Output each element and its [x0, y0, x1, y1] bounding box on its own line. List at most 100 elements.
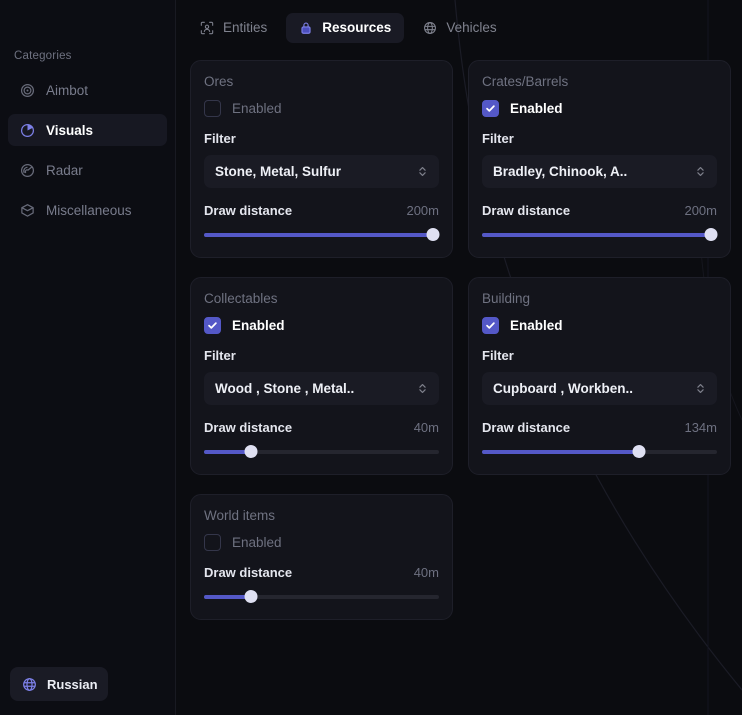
filter-label: Filter [204, 131, 236, 146]
enabled-checkbox-row[interactable]: Enabled [204, 317, 439, 334]
slider-thumb[interactable] [244, 445, 258, 458]
tab-entities[interactable]: Entities [187, 13, 280, 43]
card-title: Building [482, 291, 531, 306]
draw-distance-value: 134m [684, 420, 717, 435]
resource-card: Collectables Enabled Filter Wood , Stone… [190, 277, 453, 475]
draw-distance-value: 40m [413, 565, 439, 580]
card-title: Collectables [204, 291, 278, 306]
draw-distance-slider[interactable] [482, 445, 717, 459]
sidebar-item-label: Visuals [46, 122, 94, 138]
enabled-checkbox-row[interactable]: Enabled [482, 100, 717, 117]
sidebar: Categories Aimbot Visuals [0, 0, 176, 715]
filter-select-value: Wood , Stone , Metal.. [215, 381, 355, 396]
sidebar-item-aimbot[interactable]: Aimbot [8, 74, 167, 106]
card-title: Crates/Barrels [482, 74, 569, 89]
check-icon [486, 105, 495, 112]
filter-select[interactable]: Bradley, Chinook, A.. [482, 155, 717, 188]
draw-distance-slider[interactable] [204, 445, 439, 459]
slider-thumb[interactable] [632, 445, 646, 458]
draw-distance-row: Draw distance 40m [204, 420, 439, 435]
draw-distance-label: Draw distance [204, 420, 293, 435]
enabled-label: Enabled [510, 101, 563, 116]
filter-select-value: Stone, Metal, Sulfur [215, 164, 342, 179]
enabled-checkbox[interactable] [482, 100, 499, 117]
slider-thumb[interactable] [704, 228, 718, 241]
globe-icon [23, 677, 36, 691]
check-icon [486, 322, 495, 329]
sidebar-item-miscellaneous[interactable]: Miscellaneous [8, 194, 167, 226]
draw-distance-label: Draw distance [204, 565, 293, 580]
filter-select[interactable]: Stone, Metal, Sulfur [204, 155, 439, 188]
slider-track [204, 450, 439, 454]
sidebar-item-label: Aimbot [46, 82, 89, 98]
scan-person-icon [200, 21, 214, 34]
enabled-label: Enabled [510, 318, 563, 333]
categories-heading: Categories [14, 50, 72, 62]
draw-distance-row: Draw distance 200m [482, 203, 717, 218]
chevron-updown-icon [419, 383, 426, 394]
draw-distance-row: Draw distance 40m [204, 565, 439, 580]
radar-icon [20, 163, 35, 177]
enabled-label: Enabled [232, 101, 282, 116]
filter-select[interactable]: Wood , Stone , Metal.. [204, 372, 439, 405]
draw-distance-slider[interactable] [204, 228, 440, 242]
slider-fill [482, 233, 717, 237]
lock-icon [301, 22, 311, 34]
language-label: Russian [47, 676, 98, 692]
enabled-checkbox-row[interactable]: Enabled [482, 317, 717, 334]
filter-select-value: Bradley, Chinook, A.. [493, 164, 628, 179]
enabled-label: Enabled [232, 318, 285, 333]
enabled-checkbox-row[interactable]: Enabled [204, 100, 439, 117]
enabled-checkbox[interactable] [204, 534, 221, 551]
language-button[interactable]: Russian [10, 667, 108, 701]
resource-card-grid: Ores Enabled Filter Stone, Metal, Sulfur… [176, 60, 742, 620]
chevron-updown-icon [697, 166, 704, 177]
check-icon [208, 322, 217, 329]
draw-distance-value: 200m [406, 203, 439, 218]
target-icon [20, 83, 35, 97]
resource-card: World items Enabled Draw distance 40m [190, 494, 453, 620]
draw-distance-row: Draw distance 134m [482, 420, 717, 435]
draw-distance-label: Draw distance [482, 203, 571, 218]
draw-distance-label: Draw distance [482, 420, 571, 435]
category-nav: Aimbot Visuals Radar [8, 74, 167, 234]
filter-label: Filter [482, 348, 514, 363]
chevron-updown-icon [419, 166, 426, 177]
draw-distance-slider[interactable] [482, 228, 718, 242]
globe-icon [424, 21, 437, 34]
enabled-checkbox[interactable] [204, 100, 221, 117]
filter-select[interactable]: Cupboard , Workben.. [482, 372, 717, 405]
eye-circle-icon [20, 123, 35, 137]
main-panel: Entities Resources Vehicles Ores [176, 0, 742, 715]
sidebar-item-radar[interactable]: Radar [8, 154, 167, 186]
filter-label: Filter [482, 131, 514, 146]
slider-thumb[interactable] [244, 590, 258, 603]
draw-distance-label: Draw distance [204, 203, 293, 218]
tab-label: Vehicles [446, 20, 497, 35]
sidebar-item-label: Radar [46, 162, 83, 178]
resource-card: Building Enabled Filter Cupboard , Workb… [468, 277, 731, 475]
sidebar-item-visuals[interactable]: Visuals [8, 114, 167, 146]
slider-track [204, 595, 439, 599]
sidebar-item-label: Miscellaneous [46, 202, 132, 218]
resource-card: Crates/Barrels Enabled Filter Bradley, C… [468, 60, 731, 258]
enabled-checkbox[interactable] [482, 317, 499, 334]
draw-distance-value: 40m [413, 420, 439, 435]
slider-fill [482, 450, 640, 454]
slider-thumb[interactable] [426, 228, 440, 241]
enabled-checkbox-row[interactable]: Enabled [204, 534, 439, 551]
filter-label: Filter [204, 348, 236, 363]
enabled-checkbox[interactable] [204, 317, 221, 334]
tab-label: Entities [223, 20, 268, 35]
tab-resources[interactable]: Resources [286, 12, 405, 43]
enabled-label: Enabled [232, 535, 282, 550]
tab-vehicles[interactable]: Vehicles [410, 13, 509, 43]
chevron-updown-icon [697, 383, 704, 394]
filter-select-value: Cupboard , Workben.. [493, 381, 634, 396]
card-title: Ores [204, 74, 234, 89]
tab-label: Resources [322, 20, 392, 35]
card-title: World items [204, 508, 276, 523]
resource-card: Ores Enabled Filter Stone, Metal, Sulfur… [190, 60, 453, 258]
draw-distance-slider[interactable] [204, 590, 439, 604]
